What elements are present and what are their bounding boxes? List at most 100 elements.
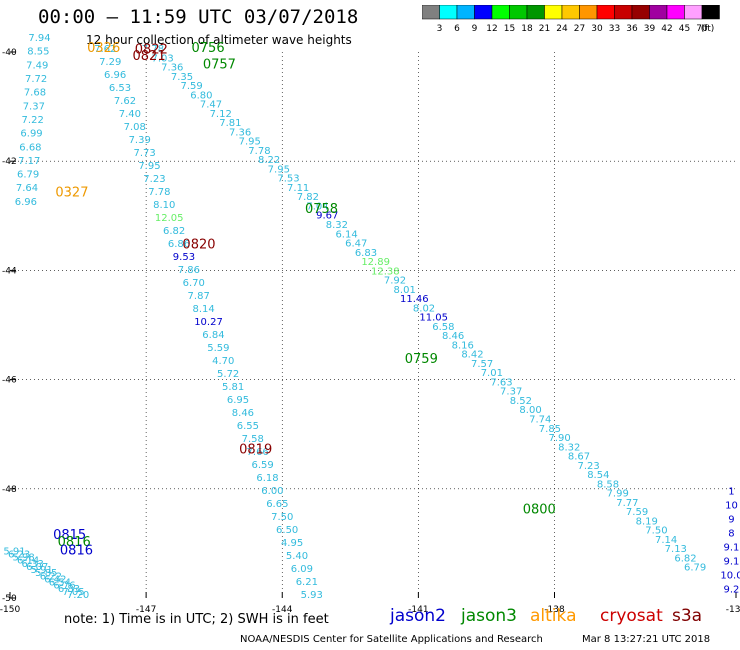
- wave-height-value: 8.46: [232, 408, 254, 419]
- map-axes: -150 -147 -144 -141 -138 -134 -40 -42 -44 -46 -48 -…: [0, 48, 740, 615]
- time-label: 0757: [203, 57, 236, 72]
- wave-height-value: 7.62: [94, 44, 116, 55]
- satellite-s3a: s3a: [672, 606, 703, 626]
- wave-height-value: 6.21: [296, 577, 318, 588]
- wave-height-value: 7.99: [607, 489, 629, 500]
- wave-height-value: 6.07: [26, 562, 48, 573]
- legend-label: 21: [539, 24, 550, 34]
- wave-height-value: 6.99: [20, 129, 42, 140]
- wave-height-value: 9.1: [724, 556, 740, 567]
- wave-height-value: 7.74: [529, 415, 551, 426]
- wave-height-value: 5.72: [217, 369, 239, 380]
- note-text: note: 1) Time is in UTC; 2) SWH is in fe…: [64, 612, 329, 627]
- wave-height-value: 7.08: [124, 122, 146, 133]
- legend-label: 12: [486, 24, 497, 34]
- lat-tick-label: -50: [2, 594, 17, 604]
- wave-height-value: 9.67: [316, 211, 338, 222]
- wave-height-value: 5.85: [35, 568, 57, 579]
- wave-height-value: 7.03: [151, 53, 173, 64]
- wave-height-value: 7.90: [548, 433, 570, 444]
- wave-height-value: 6.23: [8, 549, 30, 560]
- wave-height-value: 6.58: [432, 322, 454, 333]
- wave-height-value: 6.00: [261, 486, 283, 497]
- time-label: 0822: [135, 43, 168, 58]
- map-grid: [10, 52, 736, 598]
- wave-height-value: 7.14: [655, 535, 677, 546]
- lon-tick-label: -134: [726, 605, 740, 615]
- wave-height-value: 7.49: [26, 60, 48, 71]
- time-label: 0326: [87, 41, 120, 56]
- wave-height-value: 6.83: [58, 584, 80, 595]
- wave-height-value: 8.55: [27, 47, 49, 58]
- wave-height-value: 7.22: [22, 115, 44, 126]
- wave-height-value: 6.96: [104, 70, 126, 81]
- wave-height-value: 7.95: [138, 161, 160, 172]
- legend-label: 70: [696, 24, 708, 34]
- wave-height-value: 6.70: [183, 278, 205, 289]
- wave-height-value: 8.02: [413, 303, 435, 314]
- wave-height-value: 6.22: [40, 571, 62, 582]
- wave-height-value: 12.05: [155, 213, 184, 224]
- wave-height-value: 7.40: [119, 109, 141, 120]
- time-label: 0327: [55, 186, 88, 201]
- wave-height-value: 6.54: [49, 578, 71, 589]
- wave-height-value: 9: [728, 514, 734, 525]
- wave-height-value: 7.64: [16, 183, 38, 194]
- wave-height-value: 9.53: [173, 252, 195, 263]
- wave-height-value: 7.37: [500, 387, 522, 398]
- wave-height-value: 6.42: [44, 574, 66, 585]
- satellite-jason3: jason3: [461, 606, 517, 626]
- lat-tick-label: -42: [2, 157, 17, 167]
- subtitle: 12 hour collection of altimeter wave hei…: [86, 33, 352, 47]
- wave-height-value: 7.17: [18, 156, 40, 167]
- page-title: 00:00 – 11:59 UTC 03/07/2018: [38, 6, 359, 28]
- satellite-cryosat: cryosat: [600, 606, 663, 626]
- wave-height-value: 7.78: [248, 146, 270, 157]
- wave-height-value: 6.95: [227, 395, 249, 406]
- wave-height-value: 6.53: [109, 83, 131, 94]
- legend-label: 9: [472, 24, 478, 34]
- wave-height-value: 5.93: [301, 590, 323, 601]
- wave-height-value: 7.72: [25, 74, 47, 85]
- wave-height-value: 8.10: [153, 200, 175, 211]
- wave-height-value: 6.86: [168, 239, 190, 250]
- wave-height-value: 1: [728, 486, 734, 497]
- wave-height-value: 5.91: [31, 565, 53, 576]
- wave-height-value: 8.42: [461, 350, 483, 361]
- wave-height-value: 8.22: [258, 155, 280, 166]
- legend-label: 18: [521, 24, 533, 34]
- wave-height-value: 6.18: [256, 473, 278, 484]
- footer-timestamp: Mar 8 13:27:21 UTC 2018: [582, 634, 711, 645]
- wave-height-value: 5.59: [207, 343, 229, 354]
- wave-height-value: 7.36: [229, 127, 251, 138]
- wave-height-value: 6.79: [684, 563, 706, 574]
- lat-tick-label: -40: [2, 48, 17, 58]
- wave-height-value: 7.37: [23, 101, 45, 112]
- wave-height-value: 7.85: [539, 424, 561, 435]
- wave-height-value: 6.80: [190, 90, 212, 101]
- wave-height-value: 7.92: [384, 276, 406, 287]
- wave-height-value: 7.13: [665, 544, 687, 555]
- lon-tick-label: -144: [272, 605, 293, 615]
- satellite-jason2: jason2: [390, 606, 446, 626]
- wave-height-value: 8.58: [597, 479, 619, 490]
- wave-height-value: 6.68: [19, 142, 41, 153]
- wave-height-value: 11.05: [419, 313, 448, 324]
- wave-height-value: 7.11: [287, 183, 309, 194]
- lon-tick-label: -147: [136, 605, 156, 615]
- time-label: 0816: [60, 543, 93, 558]
- wave-height-value: 7.47: [200, 100, 222, 111]
- wave-height-value: 9.2: [724, 585, 740, 596]
- wave-height-value: 9.1: [724, 542, 740, 553]
- time-label: 0821: [133, 49, 166, 64]
- wave-height-value: 6.76: [53, 581, 75, 592]
- legend-label: 27: [574, 24, 585, 34]
- lat-tick-label: -48: [2, 485, 17, 495]
- wave-height-value: 7.58: [242, 434, 264, 445]
- wave-height-value: 6.59: [251, 460, 273, 471]
- lat-tick-label: -46: [2, 376, 17, 386]
- wave-height-value: 12.38: [371, 266, 400, 277]
- time-label: 0759: [405, 352, 438, 367]
